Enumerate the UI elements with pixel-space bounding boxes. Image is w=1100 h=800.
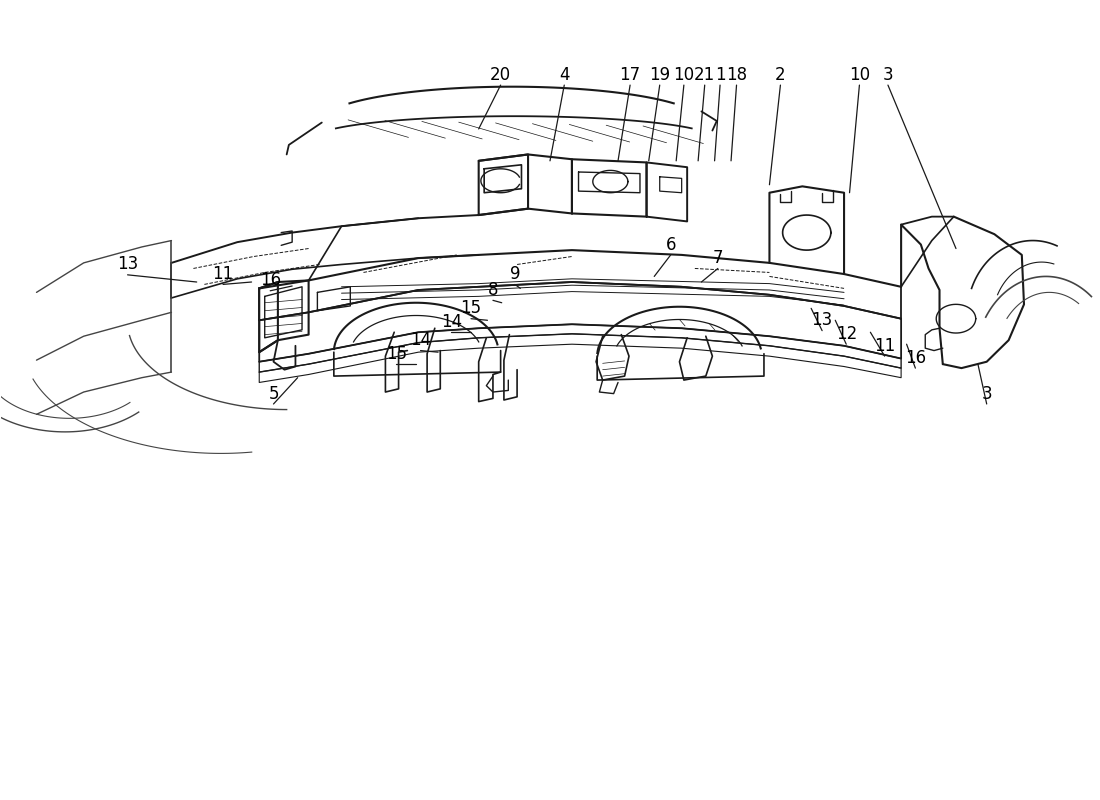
Text: 1: 1 — [715, 66, 725, 84]
Text: 10: 10 — [673, 66, 694, 84]
Text: 14: 14 — [441, 313, 462, 331]
Text: 21: 21 — [694, 66, 715, 84]
Text: 5: 5 — [268, 385, 278, 402]
Text: 16: 16 — [905, 349, 926, 366]
Text: 3: 3 — [882, 66, 893, 84]
Text: 16: 16 — [260, 271, 280, 290]
Text: 2: 2 — [776, 66, 785, 84]
Text: 7: 7 — [713, 249, 723, 267]
Text: 11: 11 — [212, 265, 233, 283]
Text: 4: 4 — [559, 66, 570, 84]
Text: 13: 13 — [117, 255, 139, 274]
Text: 6: 6 — [666, 235, 675, 254]
Text: 19: 19 — [649, 66, 670, 84]
Text: 9: 9 — [509, 265, 520, 283]
Text: 15: 15 — [386, 345, 407, 362]
Text: 14: 14 — [410, 331, 431, 350]
Text: 15: 15 — [461, 299, 482, 318]
Text: 12: 12 — [836, 325, 857, 343]
Text: 8: 8 — [487, 281, 498, 299]
Text: 20: 20 — [491, 66, 512, 84]
Text: 18: 18 — [726, 66, 747, 84]
Text: 3: 3 — [981, 385, 992, 402]
Text: 11: 11 — [874, 337, 895, 354]
Text: 10: 10 — [849, 66, 870, 84]
Text: 17: 17 — [619, 66, 640, 84]
Text: 13: 13 — [812, 311, 833, 330]
